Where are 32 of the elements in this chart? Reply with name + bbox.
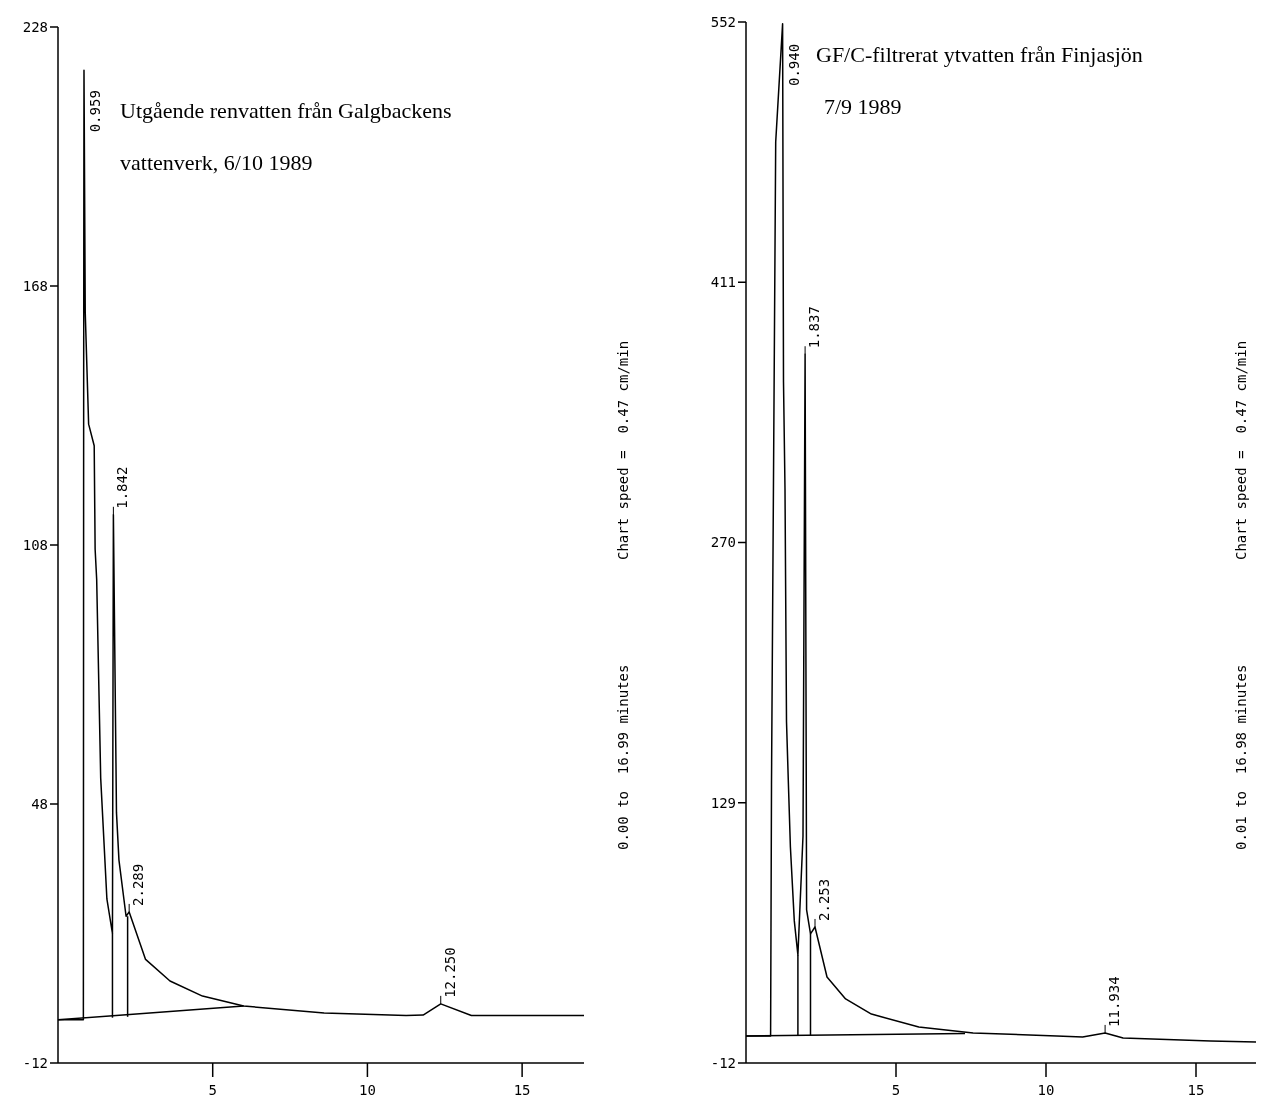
y-tick-label: 552	[710, 13, 736, 30]
x-tick-label: 10	[358, 1082, 376, 1098]
annotation: 0.959	[86, 90, 103, 133]
y-tick-label: 48	[31, 795, 48, 812]
text: 7/9 1989	[824, 94, 902, 119]
annotation: Chart speed = 0.47 cm/min	[1233, 340, 1249, 560]
text: vattenverk, 6/10 1989	[120, 150, 313, 175]
annotation: 0.01 to 16.98 minutes	[1233, 664, 1249, 850]
x-tick-label: 5	[208, 1082, 217, 1098]
annotation: 11.934	[1106, 976, 1123, 1027]
annotation: 2.253	[816, 878, 832, 921]
annotation: 1.837	[806, 306, 823, 349]
y-tick-label: 129	[710, 794, 736, 811]
y-tick-label: 228	[22, 18, 48, 35]
y-tick-label: -12	[22, 1054, 48, 1071]
annotation: 0.940	[785, 43, 802, 86]
text: Chart speed = 0.47 cm/min	[615, 340, 631, 560]
y-tick-label: 411	[710, 274, 736, 291]
text: GF/C-filtrerat ytvatten från Finjasjön	[816, 42, 1143, 67]
y-tick-label: 108	[22, 536, 48, 553]
x-tick-label: 15	[513, 1082, 531, 1098]
x-tick-label: 10	[1037, 1082, 1055, 1098]
y-tick-label: -12	[710, 1054, 736, 1071]
y-tick-label: 270	[710, 534, 736, 551]
annotation: 1.842	[114, 466, 131, 509]
text: Utgående renvatten från Galgbackens	[120, 98, 452, 123]
y-tick-label: 168	[22, 277, 48, 294]
annotation: 12.250	[441, 947, 458, 998]
annotation: 2.289	[130, 863, 147, 906]
text: 0.00 to 16.99 minutes	[615, 664, 631, 850]
x-tick-label: 5	[891, 1082, 901, 1098]
x-tick-label: 15	[1187, 1082, 1205, 1098]
